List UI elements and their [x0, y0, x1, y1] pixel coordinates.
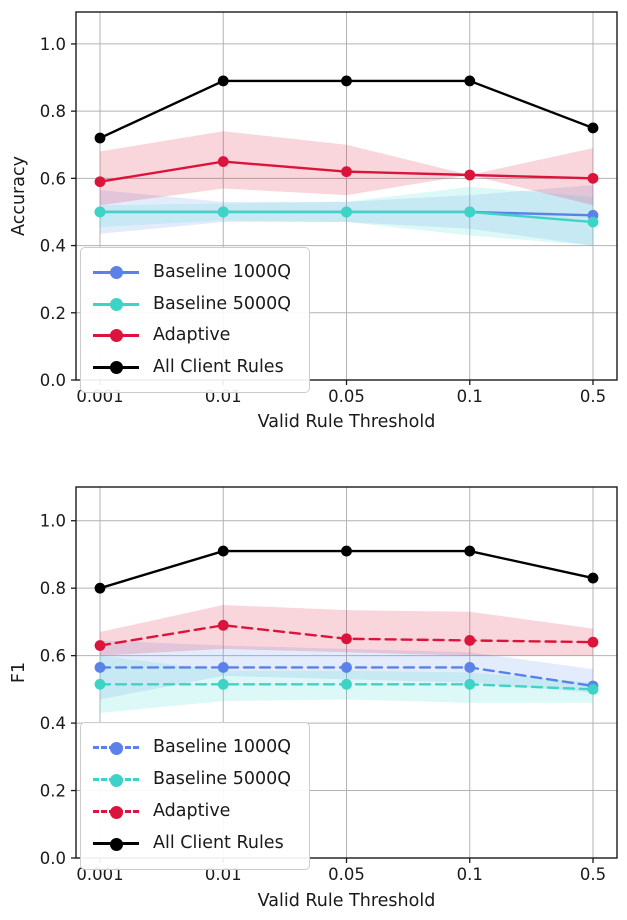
- legend-marker-icon: [110, 329, 123, 343]
- data-point: [341, 678, 352, 690]
- x-tick-label: 0.1: [457, 865, 483, 884]
- legend-item: Baseline 1000Q: [93, 734, 291, 763]
- x-tick-label: 0.5: [580, 865, 606, 884]
- legend-item: All Client Rules: [93, 830, 291, 859]
- x-axis-label: Valid Rule Threshold: [258, 891, 436, 911]
- y-tick-label: 0.2: [40, 782, 66, 801]
- data-point: [464, 678, 476, 690]
- accuracy-chart: 0.001 0.01 0.05 0.1 0.5 0.0 0.2 0.4 0.6 0.8 1.0 Val…: [9, 11, 618, 432]
- legend-label: Baseline 1000Q: [153, 262, 292, 282]
- legend-item: Baseline 5000Q: [93, 290, 291, 319]
- y-tick-label: 0.0: [40, 849, 66, 868]
- f1-chart: 0.001 0.01 0.05 0.1 0.5 0.0 0.2 0.4 0.6 0.8 1.0 Val…: [0, 460, 627, 920]
- legend-label: All Client Rules: [153, 833, 284, 854]
- data-point: [217, 662, 229, 673]
- data-point: [341, 166, 352, 178]
- data-point: [464, 662, 476, 673]
- legend: Baseline 1000Q Baseline 5000Q Adaptive All …: [80, 247, 311, 393]
- accuracy-plot-svg: 0.001 0.01 0.05 0.1 0.50.00.20.40.60.81.0Val…: [9, 11, 618, 432]
- confidence-band-adaptive: [100, 605, 593, 656]
- data-point: [341, 545, 352, 557]
- y-tick-label: 0.0: [40, 371, 66, 390]
- data-point: [217, 156, 229, 167]
- legend-label: Baseline 5000Q: [153, 769, 292, 790]
- legend-marker-icon: [110, 297, 123, 311]
- y-tick-label: 0.8: [40, 579, 66, 598]
- legend-marker-icon: [110, 266, 123, 280]
- data-point: [587, 636, 599, 648]
- y-tick-label: 1.0: [40, 35, 66, 54]
- data-point: [94, 206, 106, 218]
- legend-item: Baseline 1000Q: [93, 258, 291, 287]
- data-point: [94, 662, 106, 673]
- x-tick-label: 0.05: [328, 387, 365, 406]
- y-axis-label: Accuracy: [9, 156, 29, 236]
- data-point: [217, 545, 229, 557]
- data-point: [464, 169, 476, 181]
- data-point: [464, 635, 476, 646]
- y-tick-label: 0.6: [40, 169, 66, 188]
- data-point: [94, 640, 106, 651]
- data-point: [94, 582, 106, 594]
- legend-label: Adaptive: [153, 801, 231, 822]
- legend-marker-icon: [110, 741, 123, 755]
- y-tick-label: 0.6: [40, 647, 66, 666]
- data-point: [464, 545, 476, 557]
- legend-label: All Client Rules: [153, 356, 284, 377]
- data-point: [94, 176, 106, 188]
- data-point: [341, 662, 352, 673]
- data-point: [464, 206, 476, 218]
- data-point: [587, 216, 599, 228]
- legend: Baseline 1000Q Baseline 5000Q Adaptive All …: [80, 722, 311, 870]
- data-point: [587, 572, 599, 584]
- data-point: [341, 75, 352, 87]
- x-tick-label: 0.5: [580, 387, 606, 406]
- y-tick-label: 0.4: [40, 714, 66, 733]
- y-axis-label: F1: [9, 662, 29, 683]
- data-point: [217, 75, 229, 87]
- data-point: [217, 619, 229, 631]
- data-point: [217, 678, 229, 690]
- data-point: [587, 172, 599, 184]
- y-tick-label: 0.8: [40, 102, 66, 121]
- legend-marker-icon: [110, 360, 123, 374]
- data-point: [341, 633, 352, 645]
- legend-item: Baseline 5000Q: [93, 766, 291, 795]
- legend-item: Adaptive: [93, 321, 291, 350]
- y-tick-label: 0.4: [40, 237, 66, 256]
- f1-plot-svg: 0.001 0.01 0.05 0.1 0.50.00.20.40.60.81.0Val…: [9, 486, 618, 911]
- data-point: [94, 132, 106, 144]
- y-tick-label: 1.0: [40, 512, 66, 531]
- legend-marker-icon: [110, 805, 123, 819]
- legend-label: Baseline 5000Q: [153, 293, 292, 314]
- data-point: [94, 678, 106, 690]
- data-point: [587, 683, 599, 695]
- x-tick-label: 0.05: [328, 865, 365, 884]
- legend-marker-icon: [110, 773, 123, 787]
- data-point: [217, 206, 229, 218]
- x-axis-label: Valid Rule Threshold: [258, 412, 436, 432]
- legend-label: Baseline 1000Q: [153, 737, 292, 758]
- data-point: [341, 206, 352, 218]
- legend-item: Adaptive: [93, 798, 291, 827]
- y-tick-label: 0.2: [40, 304, 66, 323]
- data-point: [587, 122, 599, 134]
- x-tick-label: 0.1: [457, 387, 483, 406]
- legend-marker-icon: [110, 837, 123, 851]
- data-point: [464, 75, 476, 87]
- legend-label: Adaptive: [153, 325, 231, 345]
- legend-item: All Client Rules: [93, 353, 291, 382]
